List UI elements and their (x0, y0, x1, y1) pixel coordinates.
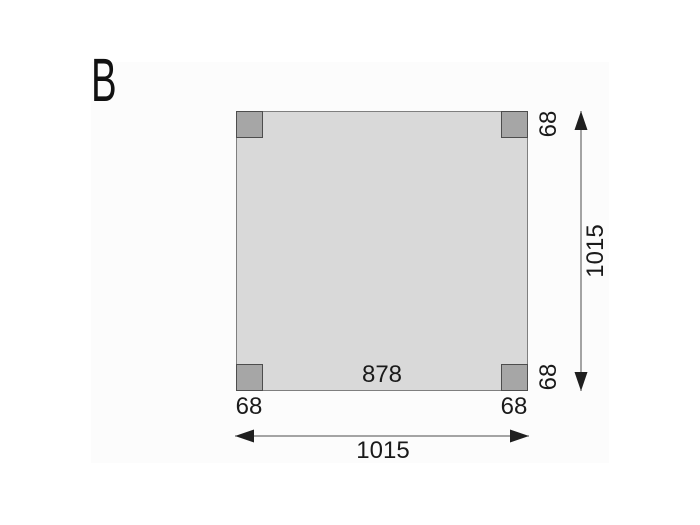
dim-label-offset-bottom-left: 68 (235, 393, 263, 420)
arrow-down-icon (574, 372, 588, 391)
dim-label-offset-top-right: 68 (535, 110, 562, 138)
post-bottom-left (236, 364, 263, 391)
post-top-right (501, 111, 528, 138)
deck-outline (236, 111, 528, 391)
post-bottom-right (501, 364, 528, 391)
dim-label-offset-bottom-right-side: 68 (535, 363, 562, 391)
dim-label-total-height-right: 1015 (582, 224, 609, 278)
arrow-left-icon (235, 429, 254, 443)
arrow-right-icon (510, 429, 529, 443)
dim-label-total-width-bottom: 1015 (356, 437, 410, 464)
post-top-left (236, 111, 263, 138)
variant-label: B (91, 46, 117, 114)
dim-label-inner-span: 878 (361, 361, 403, 388)
arrow-up-icon (574, 111, 588, 130)
dim-label-offset-bottom-right: 68 (500, 393, 528, 420)
